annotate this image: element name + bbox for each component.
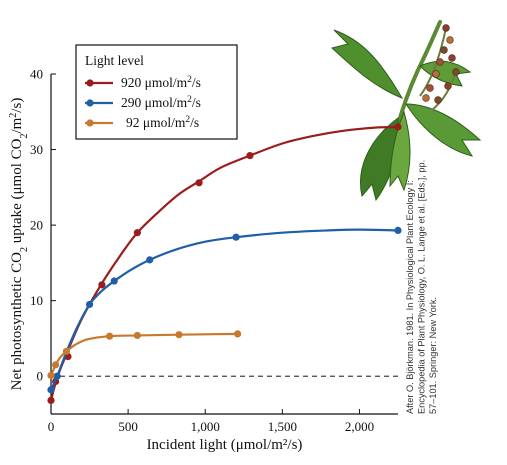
data-point bbox=[246, 152, 254, 160]
y-tick-label: 10 bbox=[30, 293, 43, 308]
y-axis-label: Net photosynthetic CO2 uptake (μmol CO2/… bbox=[8, 98, 30, 391]
data-point bbox=[62, 347, 71, 355]
legend-entry: 92 μmol/m2/s bbox=[126, 115, 199, 130]
series-line bbox=[49, 332, 238, 376]
data-point bbox=[195, 179, 203, 187]
plant-flower-bud bbox=[422, 94, 430, 102]
legend-entry: 920 μmol/m2/s bbox=[121, 75, 201, 90]
data-point bbox=[110, 277, 118, 285]
legend-swatch-marker bbox=[86, 119, 94, 127]
data-point bbox=[47, 386, 55, 394]
plant-flower-bud bbox=[426, 84, 434, 92]
x-tick-label: 500 bbox=[118, 419, 138, 434]
data-point bbox=[52, 361, 60, 369]
data-point bbox=[106, 332, 114, 340]
plant-leaf-left bbox=[330, 29, 404, 100]
data-point bbox=[47, 396, 55, 404]
x-tick-label: 1,500 bbox=[268, 419, 297, 434]
source-credit: After O. Björkman. 1981. In Physiologica… bbox=[405, 160, 438, 414]
x-tick-label: 2,000 bbox=[345, 419, 374, 434]
source-credit-line: After O. Björkman. 1981. In Physiologica… bbox=[405, 180, 415, 414]
y-tick-label: 0 bbox=[37, 369, 44, 384]
plant-leaf-center bbox=[389, 110, 411, 192]
plant-flower-bud bbox=[452, 68, 460, 76]
plant-illustration bbox=[330, 20, 482, 202]
data-point bbox=[47, 371, 55, 380]
legend-title: Light level bbox=[85, 53, 144, 68]
plant-flower-bud bbox=[448, 54, 456, 62]
series-layer bbox=[47, 123, 402, 404]
plant-flower-bud bbox=[432, 70, 440, 78]
plant-flower-bud bbox=[446, 36, 454, 44]
plant-leaf-right bbox=[405, 103, 482, 157]
legend-swatch-marker bbox=[86, 79, 94, 87]
source-credit-line: 57–101. Springer: New York. bbox=[428, 297, 438, 414]
plant-flower-bud bbox=[442, 24, 450, 32]
series-line bbox=[49, 125, 399, 401]
data-point bbox=[133, 229, 141, 237]
plant-flower-bud bbox=[440, 46, 448, 54]
data-point bbox=[85, 300, 94, 309]
legend-entry: 290 μmol/m2/s bbox=[121, 95, 201, 110]
source-credit-line: Encyclopedia of Plant Physiology, O. L. … bbox=[417, 160, 427, 414]
legend-swatch-marker bbox=[86, 99, 94, 107]
chart-axes: 0 500 1,000 1,500 2,000 0 10 20 30 40 Incident lig… bbox=[8, 67, 398, 453]
data-point bbox=[394, 226, 402, 234]
chart-legend: Light level 920 μmol/m2/s 290 μmol/m2/s 92 … bbox=[75, 44, 238, 140]
data-point bbox=[53, 372, 61, 380]
y-tick-label: 20 bbox=[30, 218, 43, 233]
plant-flower-bud bbox=[434, 96, 442, 104]
y-tick-label: 30 bbox=[30, 142, 43, 157]
plant-flower-bud bbox=[444, 82, 452, 90]
data-point bbox=[234, 330, 242, 338]
series-2 bbox=[47, 330, 242, 380]
series-line bbox=[49, 228, 399, 391]
y-tick-label: 40 bbox=[30, 67, 43, 82]
series-0 bbox=[47, 123, 402, 404]
data-point bbox=[394, 123, 402, 131]
x-tick-label: 0 bbox=[48, 419, 55, 434]
data-point bbox=[133, 331, 141, 340]
plant-flower-bud bbox=[436, 58, 444, 66]
data-point bbox=[98, 281, 106, 289]
series-1 bbox=[47, 226, 402, 394]
data-point bbox=[146, 256, 154, 264]
data-point bbox=[232, 233, 240, 241]
x-axis-label: Incident light (μmol/m²/s) bbox=[147, 437, 303, 453]
data-point bbox=[175, 331, 183, 339]
x-tick-label: 1,000 bbox=[191, 419, 220, 434]
